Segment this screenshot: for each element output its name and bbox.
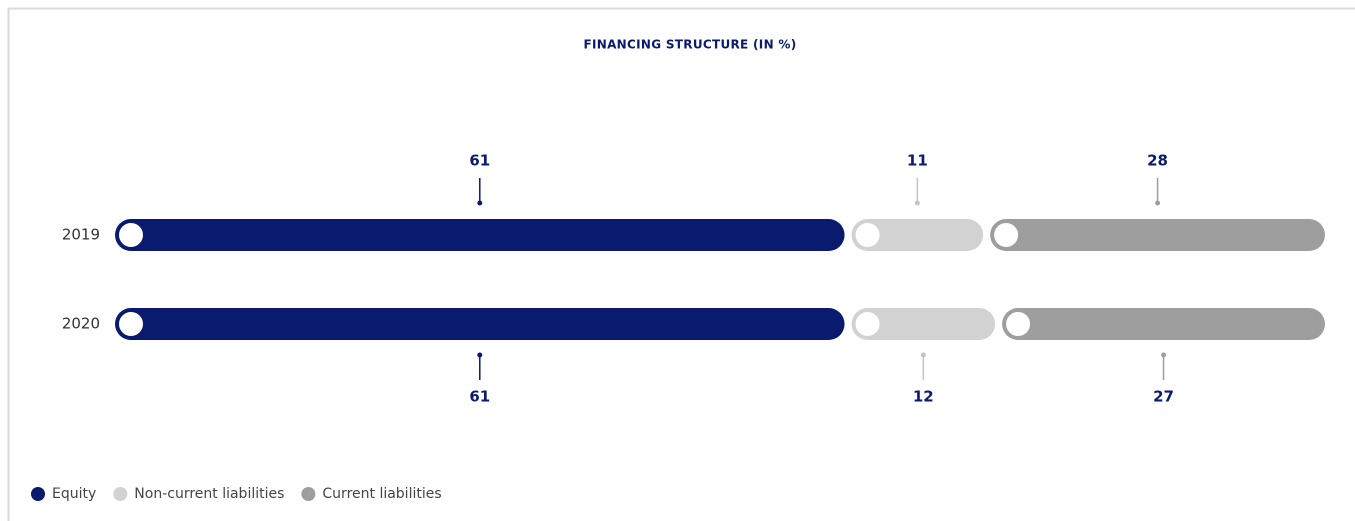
segment-knob [853,310,882,338]
connector-dot [1155,200,1161,206]
bar-segment [851,308,996,340]
legend-label: Non-current liabilities [134,486,284,502]
segment-knob [1004,310,1033,338]
chart-title: FINANCING STRUCTURE (IN %) [583,38,796,52]
connector-dot [920,352,926,358]
bar-segment [851,219,984,251]
bar-segment [1002,308,1325,340]
legend-label: Current liabilities [322,486,441,502]
segment-knob [853,221,882,249]
bar-segment [115,308,845,340]
connector-dot [1161,352,1167,358]
data-label: 28 [1147,152,1168,170]
segment-knob [117,221,145,249]
data-label: 27 [1153,388,1174,406]
segment-knob [117,310,145,338]
bar-segment [990,219,1325,251]
legend-label: Equity [52,486,96,502]
legend-swatch [301,487,316,501]
bar-segment [115,219,845,251]
legend-swatch [113,487,128,501]
data-label: 61 [469,388,490,406]
data-label: 12 [913,388,934,406]
legend-swatch [31,487,45,501]
data-label: 61 [469,152,490,170]
connector-dot [477,200,483,206]
y-tick-label: 2019 [62,226,100,244]
segment-knob [992,221,1021,249]
y-tick-label: 2020 [62,315,100,333]
connector-dot [914,200,920,206]
connector-dot [477,352,483,358]
data-label: 11 [907,152,928,170]
